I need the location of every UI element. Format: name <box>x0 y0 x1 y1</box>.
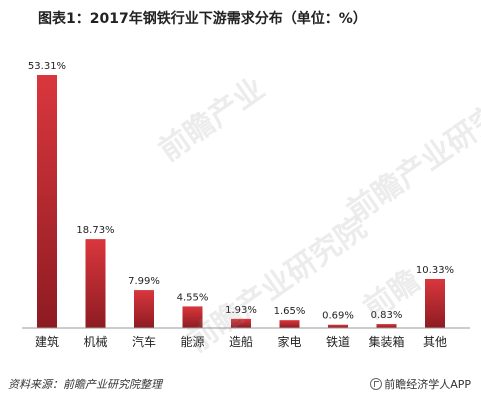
category-label-6: 铁道 <box>326 335 350 349</box>
bar-8 <box>425 278 445 328</box>
bar-6 <box>328 324 348 328</box>
bar-2 <box>134 290 154 328</box>
data-label-8: 10.33% <box>416 265 454 276</box>
brand-label: 前瞻经济学人APP <box>370 376 471 392</box>
bar-4 <box>231 318 251 328</box>
brand-text: 前瞻经济学人APP <box>384 378 471 391</box>
category-label-1: 机械 <box>83 334 107 349</box>
bar-7 <box>376 324 397 328</box>
data-label-3: 4.55% <box>177 292 209 303</box>
category-label-3: 能源 <box>180 335 204 349</box>
category-label-7: 集装箱 <box>368 334 404 349</box>
bar-3 <box>182 306 203 328</box>
bar-0 <box>37 75 57 328</box>
data-label-2: 7.99% <box>128 276 160 287</box>
brand-logo-icon <box>370 378 383 390</box>
bar-5 <box>279 320 300 328</box>
category-label-8: 其他 <box>423 335 447 349</box>
category-label-5: 家电 <box>277 334 301 349</box>
data-label-4: 1.93% <box>225 305 257 316</box>
category-label-2: 汽车 <box>132 334 156 349</box>
chart-title: 图表1：2017年钢铁行业下游需求分布（单位：%） <box>38 11 367 27</box>
data-label-6: 0.69% <box>322 311 354 322</box>
data-label-5: 1.65% <box>274 306 306 317</box>
category-label-0: 建筑 <box>35 334 59 349</box>
category-label-4: 造船 <box>229 335 253 349</box>
data-label-1: 18.73% <box>76 225 114 236</box>
source-note: 资料来源：前瞻产业研究院整理 <box>8 378 162 391</box>
bar-1 <box>85 239 106 328</box>
data-label-0: 53.31% <box>28 61 66 72</box>
data-label-7: 0.83% <box>371 310 403 321</box>
